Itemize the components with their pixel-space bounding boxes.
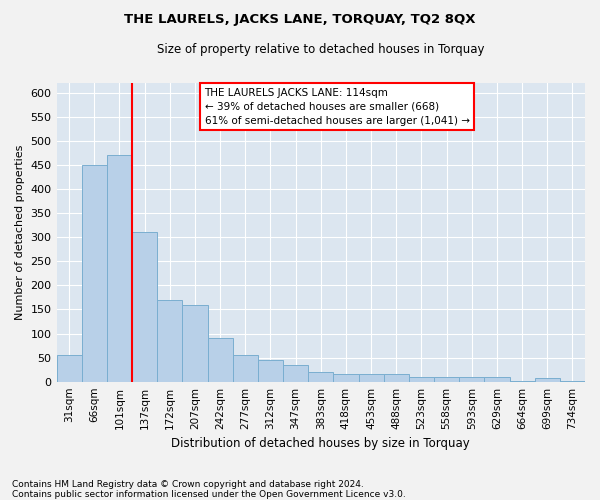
Bar [283,365,308,382]
Bar [107,156,132,382]
Text: THE LAURELS, JACKS LANE, TORQUAY, TQ2 8QX: THE LAURELS, JACKS LANE, TORQUAY, TQ2 8Q… [124,12,476,26]
Bar [560,380,585,382]
Bar [82,165,107,382]
Bar [459,377,484,382]
Bar [182,304,208,382]
Bar [132,232,157,382]
Title: Size of property relative to detached houses in Torquay: Size of property relative to detached ho… [157,42,485,56]
Bar [233,355,258,382]
Bar [484,377,509,382]
Bar [56,355,82,382]
Bar [409,377,434,382]
Bar [208,338,233,382]
Y-axis label: Number of detached properties: Number of detached properties [15,144,25,320]
Bar [157,300,182,382]
Bar [359,374,383,382]
Bar [509,380,535,382]
Bar [383,374,409,382]
Bar [258,360,283,382]
Text: THE LAURELS JACKS LANE: 114sqm
← 39% of detached houses are smaller (668)
61% of: THE LAURELS JACKS LANE: 114sqm ← 39% of … [205,88,470,126]
Text: Contains public sector information licensed under the Open Government Licence v3: Contains public sector information licen… [12,490,406,499]
Text: Contains HM Land Registry data © Crown copyright and database right 2024.: Contains HM Land Registry data © Crown c… [12,480,364,489]
Bar [308,372,334,382]
Bar [334,374,359,382]
Bar [434,377,459,382]
X-axis label: Distribution of detached houses by size in Torquay: Distribution of detached houses by size … [172,437,470,450]
Bar [535,378,560,382]
